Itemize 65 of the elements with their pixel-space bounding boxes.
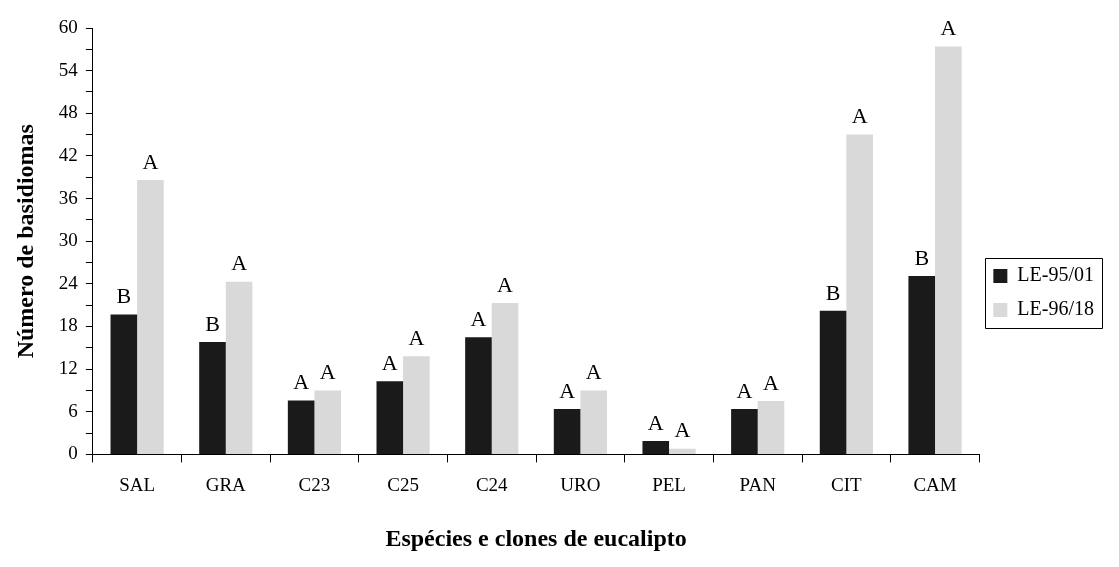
annotation: A	[497, 271, 514, 297]
y-tick-label: 6	[68, 399, 78, 421]
y-tick-label: 12	[58, 357, 78, 379]
bar	[287, 400, 315, 454]
annotation: A	[647, 409, 664, 435]
x-tick-label: PAN	[739, 473, 777, 495]
x-tick-label: C25	[387, 473, 419, 495]
y-tick-label: 18	[58, 314, 78, 336]
legend-label: LE-95/01	[1017, 263, 1095, 286]
y-tick-label: 48	[58, 101, 78, 123]
annotation: A	[142, 148, 159, 174]
bar	[376, 381, 404, 454]
bar	[553, 408, 581, 454]
bar	[642, 440, 670, 454]
annotation: A	[408, 325, 425, 351]
bar	[465, 337, 492, 454]
annotation: A	[381, 349, 398, 375]
x-tick-label: GRA	[205, 473, 247, 495]
bar	[757, 401, 785, 454]
y-tick-label: 24	[58, 271, 79, 293]
bar	[935, 46, 962, 454]
annotation: A	[940, 15, 957, 41]
bar	[314, 390, 342, 454]
bar	[819, 310, 847, 454]
x-tick-label: C24	[475, 473, 509, 495]
bar	[580, 390, 607, 454]
bar	[731, 408, 758, 454]
bar	[137, 180, 164, 454]
annotation: A	[736, 377, 753, 403]
bar	[403, 356, 430, 454]
annotation: A	[763, 369, 780, 395]
annotation: A	[319, 359, 336, 385]
annotation: B	[914, 244, 930, 270]
bar	[908, 276, 936, 454]
bar	[110, 314, 138, 454]
x-tick-label: CAM	[913, 473, 957, 495]
y-tick-label: 54	[58, 58, 79, 80]
bar	[669, 448, 696, 454]
legend-label: LE-96/18	[1017, 297, 1095, 320]
y-tick-label: 42	[58, 143, 78, 165]
y-tick-label: 36	[58, 186, 78, 208]
bar	[846, 134, 873, 454]
annotation: B	[116, 283, 132, 309]
bar	[199, 342, 226, 454]
y-tick-label: 30	[58, 229, 78, 251]
annotation: A	[674, 417, 691, 443]
annotation: B	[825, 279, 841, 305]
x-axis-title: Espécies e clones de eucalipto	[385, 524, 687, 551]
x-tick-label: URO	[560, 473, 601, 495]
annotation: A	[851, 103, 868, 129]
y-tick-label: 60	[58, 15, 78, 37]
annotation: B	[205, 310, 220, 336]
y-tick-label: 0	[68, 442, 78, 464]
x-tick-label: SAL	[119, 473, 156, 495]
annotation: A	[470, 305, 487, 331]
x-tick-label: C23	[298, 473, 331, 495]
annotation: A	[293, 369, 310, 395]
bar	[225, 281, 253, 454]
x-tick-label: CIT	[831, 473, 863, 495]
annotation: A	[559, 377, 576, 403]
bar	[491, 303, 519, 454]
annotation: A	[585, 359, 602, 385]
y-axis-title: Número de basidiomas	[11, 124, 38, 359]
x-tick-label: PEL	[652, 473, 686, 495]
annotation: A	[231, 250, 248, 276]
